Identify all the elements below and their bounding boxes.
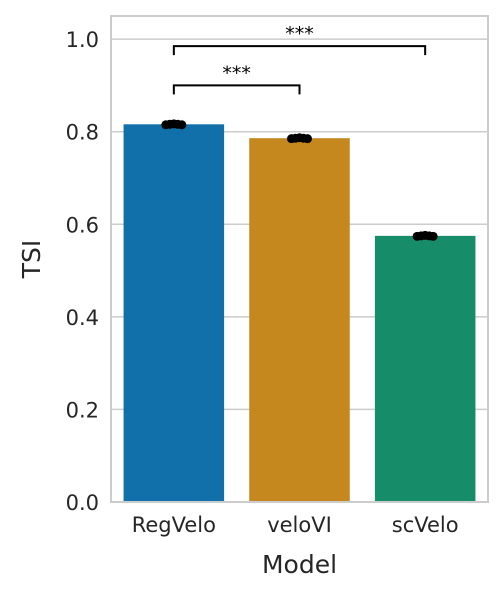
y-tick-label: 0.6 [66, 213, 99, 237]
significance-bracket [172, 45, 427, 56]
y-tick-label: 1.0 [66, 28, 99, 52]
plot-frame [110, 15, 489, 503]
bars [123, 124, 476, 503]
x-tick-label: scVelo [392, 513, 459, 537]
y-tick-label: 0.0 [66, 491, 99, 515]
bar-velovi [249, 138, 350, 503]
x-axis-label: Model [262, 550, 337, 579]
x-ticks: RegVelo veloVI scVelo [132, 513, 459, 537]
significance-label: *** [222, 62, 251, 84]
y-tick-label: 0.2 [66, 398, 99, 422]
data-point [177, 120, 187, 130]
bar-scvelo [374, 235, 476, 502]
y-tick-label: 0.4 [66, 306, 99, 330]
significance-brackets: *** *** [172, 23, 427, 95]
data-point [303, 134, 312, 144]
data-point [428, 231, 438, 241]
data-points [161, 119, 438, 241]
significance-label: *** [285, 23, 314, 45]
x-tick-label: RegVelo [132, 513, 216, 537]
bar-regvelo [123, 124, 225, 503]
y-axis-label: TSI [17, 240, 46, 280]
x-tick-label: veloVI [267, 513, 332, 537]
significance-bracket [172, 84, 301, 95]
y-ticks: 0.0 0.2 0.4 0.6 0.8 1.0 [66, 28, 99, 515]
y-tick-label: 0.8 [66, 121, 99, 145]
